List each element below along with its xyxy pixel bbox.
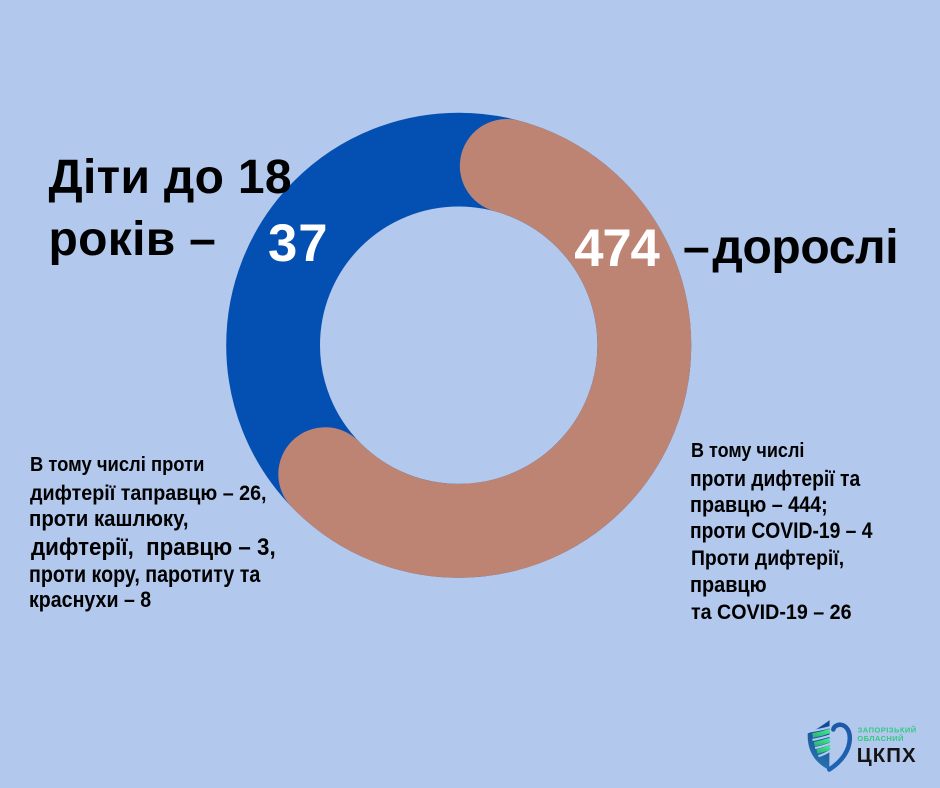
svg-text:ЦКПХ: ЦКПХ [857,745,917,767]
svg-text:ОБЛАСНИЙ: ОБЛАСНИЙ [857,734,904,743]
svg-text:ЗАПОРІЗЬКИЙ: ЗАПОРІЗЬКИЙ [858,725,917,734]
